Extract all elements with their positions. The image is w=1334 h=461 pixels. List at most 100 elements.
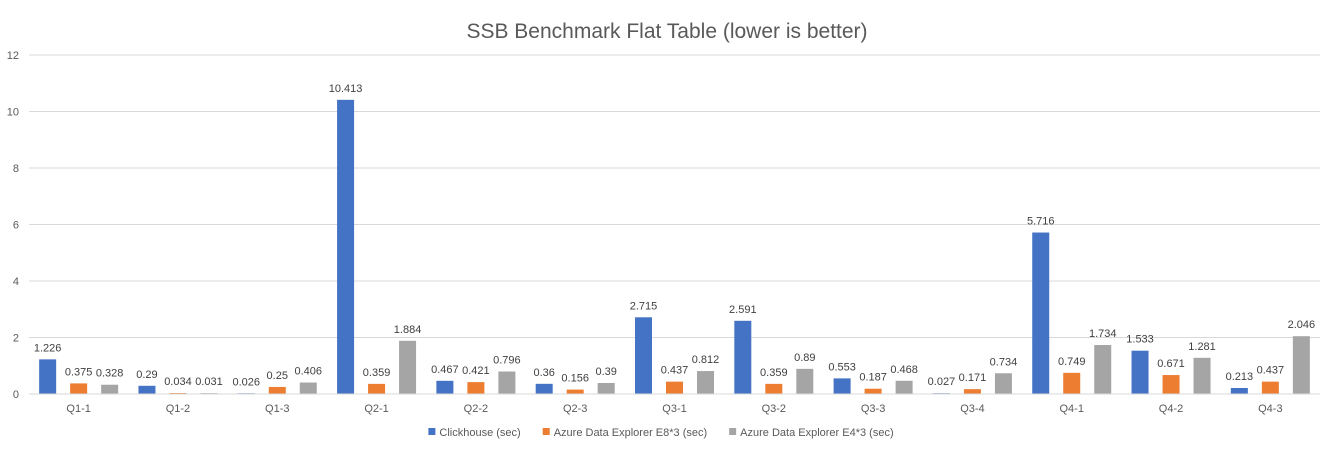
- bar-Q3-1-series-3: [697, 371, 714, 394]
- bar-Q1-1-series-3: [101, 384, 119, 394]
- legend-swatch: [729, 428, 737, 435]
- bar-Q4-1-series-3: [1094, 345, 1112, 394]
- data-label: 1.884: [394, 324, 422, 336]
- data-label: 0.359: [363, 367, 391, 379]
- legend-item-series-3: Azure Data Explorer E4*3 (sec): [729, 427, 894, 439]
- bar-Q3-2-series-3: [796, 368, 814, 394]
- bar-Q2-2-series-1: [436, 380, 454, 394]
- x-tick-label: Q1-3: [265, 403, 289, 415]
- bar-Q3-3-series-3: [895, 380, 913, 394]
- bar-Q4-2-series-3: [1193, 357, 1211, 394]
- data-label: 0.29: [136, 369, 157, 381]
- bar-Q2-1-series-2: [368, 383, 386, 394]
- x-tick-label: Q2-1: [364, 403, 388, 415]
- legend-label: Azure Data Explorer E8*3 (sec): [554, 427, 707, 439]
- bar-Q1-3-series-2: [268, 386, 286, 394]
- data-label: 5.716: [1027, 216, 1055, 228]
- data-label: 0.187: [859, 372, 887, 384]
- data-label: 1.533: [1126, 334, 1154, 346]
- data-label: 0.171: [959, 372, 987, 384]
- bar-Q2-3-series-1: [535, 383, 553, 394]
- data-label: 0.034: [164, 376, 192, 388]
- data-label: 0.89: [794, 352, 815, 364]
- x-tick-label: Q2-3: [563, 403, 587, 415]
- bars: [39, 99, 1310, 394]
- data-label: 0.359: [760, 367, 788, 379]
- bar-Q3-3-series-2: [864, 388, 882, 394]
- data-label: 0.437: [661, 365, 689, 377]
- x-tick-label: Q4-3: [1258, 403, 1282, 415]
- legend-swatch: [542, 428, 550, 435]
- y-tick-label: 6: [13, 220, 19, 232]
- data-label: 0.671: [1157, 358, 1185, 370]
- data-label: 1.281: [1188, 341, 1216, 353]
- bar-Q2-1-series-1: [337, 99, 355, 394]
- data-label: 0.031: [195, 376, 223, 388]
- bar-Q3-4-series-2: [963, 389, 981, 394]
- bar-Q4-2-series-1: [1131, 350, 1149, 394]
- y-tick-label: 0: [13, 389, 19, 401]
- x-tick-label: Q4-2: [1159, 403, 1183, 415]
- bar-Q2-3-series-2: [566, 389, 584, 394]
- y-tick-label: 8: [13, 163, 19, 175]
- data-label: 10.413: [329, 83, 363, 95]
- data-label: 2.591: [729, 304, 757, 316]
- x-tick-label: Q3-2: [762, 403, 786, 415]
- y-axis: 0 2 4 6 8 10 12: [7, 50, 19, 401]
- bar-Q1-1-series-2: [70, 383, 88, 394]
- data-label: 0.468: [890, 364, 918, 376]
- bar-Q4-1-series-2: [1063, 372, 1081, 394]
- bar-Q1-1-series-1: [39, 359, 57, 394]
- x-tick-label: Q3-4: [960, 403, 984, 415]
- x-tick-label: Q1-1: [66, 403, 90, 415]
- chart-title: SSB Benchmark Flat Table (lower is bette…: [466, 20, 867, 43]
- gridlines: [29, 54, 1320, 338]
- bar-Q2-3-series-3: [597, 382, 615, 394]
- y-tick-label: 10: [7, 107, 19, 119]
- bar-Q3-2-series-2: [765, 383, 783, 394]
- data-label: 0.156: [561, 373, 589, 385]
- data-label: 0.553: [828, 361, 856, 373]
- x-tick-label: Q3-1: [662, 403, 686, 415]
- data-label: 0.328: [96, 368, 124, 380]
- bar-Q4-2-series-2: [1162, 375, 1180, 394]
- y-tick-label: 4: [13, 276, 19, 288]
- bar-Q2-2-series-2: [467, 382, 485, 394]
- bar-Q4-3-series-3: [1292, 336, 1310, 394]
- x-tick-label: Q2-2: [464, 403, 488, 415]
- data-label: 0.39: [595, 366, 616, 378]
- bar-Q3-2-series-1: [734, 320, 752, 394]
- data-label: 0.749: [1058, 356, 1086, 368]
- bar-Q3-1-series-2: [666, 381, 683, 394]
- x-tick-label: Q3-3: [861, 403, 885, 415]
- data-label: 0.734: [990, 356, 1018, 368]
- data-label: 0.796: [493, 355, 521, 367]
- x-tick-label: Q4-1: [1059, 403, 1083, 415]
- x-tick-label: Q1-2: [166, 403, 190, 415]
- data-label: 0.026: [233, 376, 261, 388]
- data-label: 0.25: [267, 370, 288, 382]
- legend: Clickhouse (sec) Azure Data Explorer E8*3…: [428, 427, 894, 439]
- y-tick-label: 2: [13, 333, 19, 345]
- legend-item-series-2: Azure Data Explorer E8*3 (sec): [542, 427, 707, 439]
- data-label: 0.406: [295, 366, 323, 378]
- data-label: 0.467: [431, 364, 459, 376]
- bar-Q4-3-series-2: [1261, 381, 1279, 394]
- legend-label: Clickhouse (sec): [439, 427, 520, 439]
- data-label: 2.046: [1288, 319, 1316, 331]
- y-tick-label: 12: [7, 50, 19, 62]
- bar-Q3-3-series-1: [833, 378, 851, 394]
- data-label: 0.213: [1226, 371, 1254, 383]
- x-axis: Q1-1 Q1-2 Q1-3 Q2-1 Q2-2 Q2-3 Q3-1 Q3-2 Q3-3 Q3-4…: [29, 393, 1320, 415]
- bar-Q1-2-series-1: [138, 385, 156, 394]
- data-label: 0.812: [692, 354, 720, 366]
- bar-Q2-1-series-3: [399, 340, 417, 394]
- legend-swatch: [428, 428, 436, 435]
- bar-Q4-1-series-1: [1032, 232, 1050, 394]
- data-label: 0.027: [928, 376, 956, 388]
- data-label: 2.715: [630, 300, 658, 312]
- data-label: 0.375: [65, 366, 93, 378]
